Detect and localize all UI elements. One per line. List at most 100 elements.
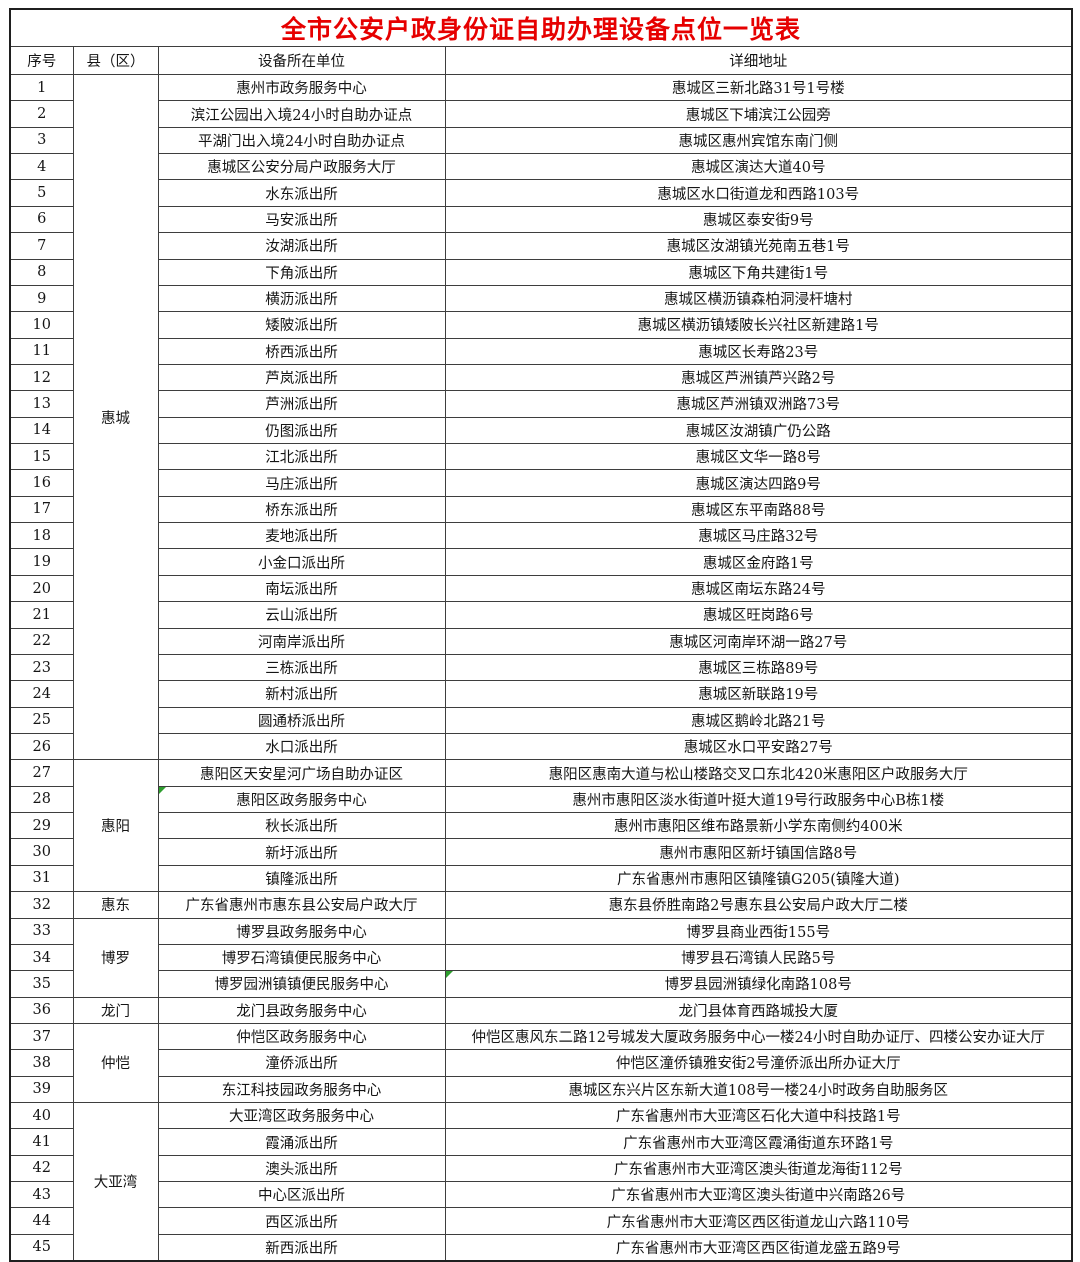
unit-cell: 秋长派出所 bbox=[157, 812, 446, 840]
table-row: 13 芦洲派出所 惠城区芦洲镇双洲路73号 bbox=[9, 390, 1073, 418]
address-cell: 龙门县体育西路城投大厦 bbox=[444, 996, 1073, 1024]
unit-cell: 新西派出所 bbox=[157, 1233, 446, 1262]
unit-cell: 惠城区公安分局户政服务大厅 bbox=[157, 153, 446, 181]
unit-cell: 矮陂派出所 bbox=[157, 311, 446, 339]
seq-cell: 7 bbox=[9, 232, 74, 260]
table-row: 34 博罗石湾镇便民服务中心 博罗县石湾镇人民路5号 bbox=[9, 943, 1073, 972]
seq-cell: 44 bbox=[9, 1207, 74, 1235]
seq-cell: 28 bbox=[9, 785, 74, 814]
seq-cell: 32 bbox=[9, 891, 74, 919]
unit-cell: 桥东派出所 bbox=[157, 495, 446, 524]
seq-cell: 30 bbox=[9, 838, 74, 866]
table-row: 28 惠阳区政务服务中心 惠州市惠阳区淡水街道叶挺大道19号行政服务中心B栋1楼 bbox=[9, 785, 1073, 814]
address-cell: 惠城区新联路19号 bbox=[444, 680, 1073, 708]
seq-cell: 9 bbox=[9, 284, 74, 313]
address-cell: 惠城区下角共建街1号 bbox=[444, 258, 1073, 286]
unit-cell: 澳头派出所 bbox=[157, 1154, 446, 1183]
address-cell: 惠城区惠州宾馆东南门侧 bbox=[444, 126, 1073, 155]
seq-cell: 23 bbox=[9, 653, 74, 682]
table-row: 9 横沥派出所 惠城区横沥镇森柏洞浸杆塘村 bbox=[9, 284, 1073, 313]
address-cell: 博罗县园洲镇绿化南路108号 bbox=[444, 970, 1073, 998]
table-row: 15 江北派出所 惠城区文华一路8号 bbox=[9, 443, 1073, 471]
seq-cell: 14 bbox=[9, 416, 74, 445]
address-cell: 惠城区马庄路32号 bbox=[444, 522, 1073, 550]
unit-cell: 中心区派出所 bbox=[157, 1181, 446, 1209]
unit-cell: 广东省惠州市惠东县公安局户政大厅 bbox=[157, 891, 446, 919]
address-cell: 惠城区三新北路31号1号楼 bbox=[444, 73, 1073, 102]
address-cell: 惠城区三栋路89号 bbox=[444, 653, 1073, 682]
seq-cell: 17 bbox=[9, 495, 74, 524]
seq-cell: 5 bbox=[9, 179, 74, 207]
address-cell: 惠城区演达四路9号 bbox=[444, 469, 1073, 497]
seq-cell: 37 bbox=[9, 1022, 74, 1051]
address-cell: 仲恺区惠风东二路12号城发大厦政务服务中心一楼24小时自助办证厅、四楼公安办证大… bbox=[444, 1022, 1073, 1051]
seq-cell: 12 bbox=[9, 363, 74, 392]
address-cell: 博罗县商业西街155号 bbox=[444, 917, 1073, 945]
address-cell: 惠东县侨胜南路2号惠东县公安局户政大厅二楼 bbox=[444, 891, 1073, 919]
seq-cell: 21 bbox=[9, 601, 74, 629]
unit-cell: 大亚湾区政务服务中心 bbox=[157, 1102, 446, 1130]
table-row: 18 麦地派出所 惠城区马庄路32号 bbox=[9, 522, 1073, 550]
seq-cell: 39 bbox=[9, 1075, 74, 1104]
unit-cell: 小金口派出所 bbox=[157, 548, 446, 576]
unit-cell: 新村派出所 bbox=[157, 680, 446, 708]
seq-cell: 29 bbox=[9, 812, 74, 840]
unit-cell: 河南岸派出所 bbox=[157, 627, 446, 655]
address-cell: 惠州市惠阳区淡水街道叶挺大道19号行政服务中心B栋1楼 bbox=[444, 785, 1073, 814]
table-row: 37 仲恺 仲恺区政务服务中心 仲恺区惠风东二路12号城发大厦政务服务中心一楼24小时… bbox=[9, 1022, 1073, 1104]
seq-cell: 20 bbox=[9, 574, 74, 603]
seq-cell: 11 bbox=[9, 337, 74, 365]
table-row: 27 惠阳 惠阳区天安星河广场自助办证区 惠阳区惠南大道与松山楼路交叉口东北420米惠… bbox=[9, 759, 1073, 893]
address-cell: 广东省惠州市惠阳区镇隆镇G205(镇隆大道) bbox=[444, 864, 1073, 893]
address-cell: 广东省惠州市大亚湾区澳头街道龙海街112号 bbox=[444, 1154, 1073, 1183]
table-row: 12 芦岚派出所 惠城区芦洲镇芦兴路2号 bbox=[9, 363, 1073, 392]
table-row: 43 中心区派出所 广东省惠州市大亚湾区澳头街道中兴南路26号 bbox=[9, 1181, 1073, 1209]
address-cell: 仲恺区潼侨镇雅安街2号潼侨派出所办证大厅 bbox=[444, 1049, 1073, 1077]
unit-cell: 西区派出所 bbox=[157, 1207, 446, 1235]
address-cell: 惠城区横沥镇森柏洞浸杆塘村 bbox=[444, 284, 1073, 313]
table-row: 41 霞涌派出所 广东省惠州市大亚湾区霞涌街道东环路1号 bbox=[9, 1128, 1073, 1156]
title-row: 全市公安户政身份证自助办理设备点位一览表 bbox=[9, 8, 1073, 47]
column-header-seq: 序号 bbox=[9, 46, 74, 75]
unit-cell: 新圩派出所 bbox=[157, 838, 446, 866]
address-cell: 惠城区鹅岭北路21号 bbox=[444, 706, 1073, 734]
seq-cell: 42 bbox=[9, 1154, 74, 1183]
table-row: 5 水东派出所 惠城区水口街道龙和西路103号 bbox=[9, 179, 1073, 207]
district-cell: 仲恺 bbox=[72, 1022, 159, 1104]
seq-cell: 10 bbox=[9, 311, 74, 339]
seq-cell: 35 bbox=[9, 970, 74, 998]
comment-marker-icon bbox=[159, 787, 166, 794]
seq-cell: 43 bbox=[9, 1181, 74, 1209]
address-cell: 惠城区水口平安路27号 bbox=[444, 732, 1073, 761]
unit-cell: 博罗县政务服务中心 bbox=[157, 917, 446, 945]
column-header-district: 县（区） bbox=[72, 46, 159, 75]
table-row: 29 秋长派出所 惠州市惠阳区维布路景新小学东南侧约400米 bbox=[9, 812, 1073, 840]
district-cell: 惠阳 bbox=[72, 759, 159, 893]
seq-cell: 24 bbox=[9, 680, 74, 708]
table-row: 38 潼侨派出所 仲恺区潼侨镇雅安街2号潼侨派出所办证大厅 bbox=[9, 1049, 1073, 1077]
table-row: 32 惠东 广东省惠州市惠东县公安局户政大厅 惠东县侨胜南路2号惠东县公安局户政大厅二… bbox=[9, 891, 1073, 919]
address-cell: 广东省惠州市大亚湾区澳头街道中兴南路26号 bbox=[444, 1181, 1073, 1209]
unit-cell: 南坛派出所 bbox=[157, 574, 446, 603]
unit-cell: 博罗园洲镇镇便民服务中心 bbox=[157, 970, 446, 998]
address-cell: 惠城区芦洲镇芦兴路2号 bbox=[444, 363, 1073, 392]
address-cell: 惠城区东平南路88号 bbox=[444, 495, 1073, 524]
column-header-unit: 设备所在单位 bbox=[157, 46, 446, 75]
table-row: 2 滨江公园出入境24小时自助办证点 惠城区下埔滨江公园旁 bbox=[9, 100, 1073, 128]
unit-cell: 惠阳区政务服务中心 bbox=[157, 785, 446, 814]
district-cell: 博罗 bbox=[72, 917, 159, 998]
unit-cell: 水东派出所 bbox=[157, 179, 446, 207]
table-row: 23 三栋派出所 惠城区三栋路89号 bbox=[9, 653, 1073, 682]
table-row: 10 矮陂派出所 惠城区横沥镇矮陂长兴社区新建路1号 bbox=[9, 311, 1073, 339]
table-row: 45 新西派出所 广东省惠州市大亚湾区西区街道龙盛五路9号 bbox=[9, 1233, 1073, 1262]
unit-cell: 滨江公园出入境24小时自助办证点 bbox=[157, 100, 446, 128]
seq-cell: 26 bbox=[9, 732, 74, 761]
unit-cell: 仲恺区政务服务中心 bbox=[157, 1022, 446, 1051]
address-cell: 惠城区河南岸环湖一路27号 bbox=[444, 627, 1073, 655]
address-cell: 惠州市惠阳区新圩镇国信路8号 bbox=[444, 838, 1073, 866]
unit-cell: 镇隆派出所 bbox=[157, 864, 446, 893]
table-row: 14 仍图派出所 惠城区汝湖镇广仍公路 bbox=[9, 416, 1073, 445]
unit-cell: 博罗石湾镇便民服务中心 bbox=[157, 943, 446, 972]
address-cell: 广东省惠州市大亚湾区西区街道龙山六路110号 bbox=[444, 1207, 1073, 1235]
unit-cell: 三栋派出所 bbox=[157, 653, 446, 682]
